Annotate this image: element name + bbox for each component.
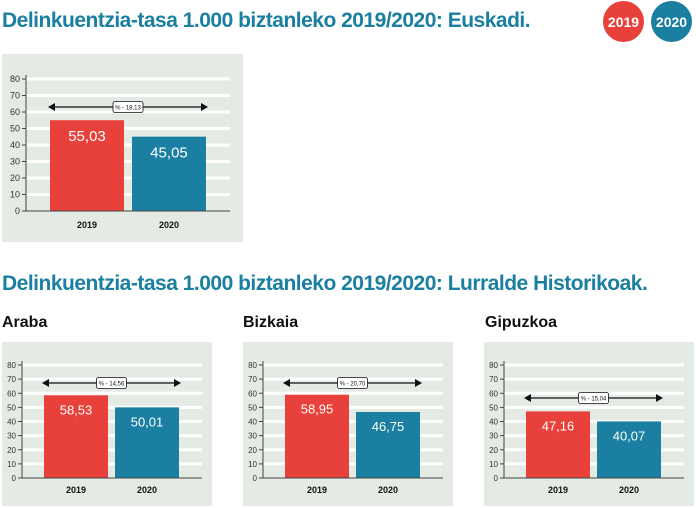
change-annotation: % - 14,56 <box>99 382 125 388</box>
bar-2019 <box>526 411 590 478</box>
y-tick-label: 40 <box>10 140 20 150</box>
y-tick-label: 80 <box>489 361 498 370</box>
bar-value-label: 45,05 <box>150 145 188 162</box>
y-tick-label: 20 <box>489 446 498 455</box>
change-badge <box>578 392 609 404</box>
chart-bizkaia: 0 10 20 30 40 50 60 70 80 58,95 2019 46,75 2020 % - 2… <box>243 342 453 506</box>
bar-value-label: 58,53 <box>60 402 93 417</box>
y-tick-label: 10 <box>489 460 498 469</box>
y-tick-label: 30 <box>248 432 257 441</box>
change-annotation: % - 18,13 <box>115 106 141 112</box>
bar-2020 <box>132 136 206 211</box>
x-tick-label: 2020 <box>378 485 398 495</box>
y-tick-label: 10 <box>7 460 16 469</box>
legend-2020: 2020 <box>651 1 692 42</box>
change-arrow-right-head <box>415 379 422 387</box>
y-tick-label: 0 <box>494 474 499 483</box>
bar-2019 <box>285 394 349 478</box>
x-tick-label: 2019 <box>77 220 97 230</box>
change-badge <box>112 101 144 113</box>
y-tick-label: 60 <box>10 107 20 117</box>
y-tick-label: 40 <box>248 418 257 427</box>
x-tick-label: 2019 <box>66 485 86 495</box>
change-badge <box>337 377 368 389</box>
chart-euskadi: 0 10 20 30 40 50 60 70 80 55,03 2019 45,05 2020 % - 1… <box>2 54 243 242</box>
y-tick-label: 40 <box>7 418 16 427</box>
change-arrow-left-head <box>524 394 531 402</box>
chart-svg: 0 10 20 30 40 50 60 70 80 47,16 2019 40,07 2020 % - 1… <box>489 361 684 495</box>
region-label-araba: Araba <box>2 314 48 331</box>
x-tick-label: 2020 <box>159 220 179 230</box>
bar-value-label: 46,75 <box>372 419 405 434</box>
subtitle: Delinkuentzia-tasa 1.000 biztanleko 2019… <box>2 272 648 295</box>
change-arrow-left-head <box>48 103 55 111</box>
y-tick-label: 40 <box>489 418 498 427</box>
bar-value-label: 40,07 <box>613 428 646 443</box>
chart-svg: 0 10 20 30 40 50 60 70 80 55,03 2019 45,05 2020 % - 1… <box>10 74 230 230</box>
chart-svg: 0 10 20 30 40 50 60 70 80 58,95 2019 46,75 2020 % - 2… <box>248 361 443 495</box>
x-tick-label: 2020 <box>137 485 157 495</box>
region-label-gipuzkoa: Gipuzkoa <box>485 314 558 331</box>
y-tick-label: 0 <box>12 474 17 483</box>
region-label-bizkaia: Bizkaia <box>243 314 299 331</box>
y-tick-label: 60 <box>7 389 16 398</box>
y-tick-label: 70 <box>248 375 257 384</box>
bar-value-label: 47,16 <box>542 418 575 433</box>
main-title: Delinkuentzia-tasa 1.000 biztanleko 2019… <box>2 9 531 32</box>
bar-2019 <box>50 120 124 211</box>
y-tick-label: 10 <box>10 190 20 200</box>
bar-2020 <box>356 411 420 478</box>
change-arrow-right-head <box>201 103 208 111</box>
y-tick-label: 0 <box>15 206 20 216</box>
change-arrow-left-head <box>283 379 290 387</box>
y-tick-label: 80 <box>7 361 16 370</box>
change-arrow-left-head <box>42 379 49 387</box>
y-tick-label: 20 <box>10 173 20 183</box>
bar-value-label: 55,03 <box>68 128 106 145</box>
x-tick-label: 2019 <box>548 485 568 495</box>
change-badge <box>96 377 127 389</box>
bar-2020 <box>597 421 661 478</box>
bar-2020 <box>115 407 179 478</box>
y-tick-label: 80 <box>248 361 257 370</box>
y-tick-label: 80 <box>10 74 20 84</box>
y-tick-label: 20 <box>7 446 16 455</box>
y-tick-label: 10 <box>248 460 257 469</box>
bar-value-label: 58,95 <box>301 402 334 417</box>
y-tick-label: 50 <box>10 124 20 134</box>
x-tick-label: 2020 <box>619 485 639 495</box>
change-arrow-right-head <box>656 394 663 402</box>
y-tick-label: 30 <box>489 432 498 441</box>
y-tick-label: 50 <box>248 403 257 412</box>
chart-svg: 0 10 20 30 40 50 60 70 80 58,53 2019 50,01 2020 % - 1… <box>7 361 202 495</box>
legend-2019: 2019 <box>603 1 644 42</box>
y-tick-label: 50 <box>489 403 498 412</box>
bar-value-label: 50,01 <box>131 414 164 429</box>
y-tick-label: 70 <box>10 91 20 101</box>
y-tick-label: 70 <box>489 375 498 384</box>
y-tick-label: 60 <box>248 389 257 398</box>
y-tick-label: 60 <box>489 389 498 398</box>
bar-2019 <box>44 395 108 478</box>
x-tick-label: 2019 <box>307 485 327 495</box>
change-annotation: % - 15,04 <box>581 397 607 403</box>
y-tick-label: 30 <box>10 157 20 167</box>
chart-araba: 0 10 20 30 40 50 60 70 80 58,53 2019 50,01 2020 % - 1… <box>2 342 212 506</box>
y-tick-label: 30 <box>7 432 16 441</box>
y-tick-label: 70 <box>7 375 16 384</box>
chart-gipuzkoa: 0 10 20 30 40 50 60 70 80 47,16 2019 40,07 2020 % - 1… <box>484 342 694 506</box>
change-annotation: % - 20,70 <box>340 382 366 388</box>
y-tick-label: 50 <box>7 403 16 412</box>
y-tick-label: 20 <box>248 446 257 455</box>
y-tick-label: 0 <box>253 474 258 483</box>
change-arrow-right-head <box>174 379 181 387</box>
